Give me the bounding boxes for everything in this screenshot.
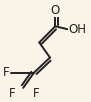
Text: F: F: [9, 87, 16, 100]
Text: F: F: [3, 66, 10, 79]
Text: F: F: [32, 87, 39, 100]
Text: OH: OH: [69, 23, 87, 36]
Text: O: O: [51, 4, 60, 17]
